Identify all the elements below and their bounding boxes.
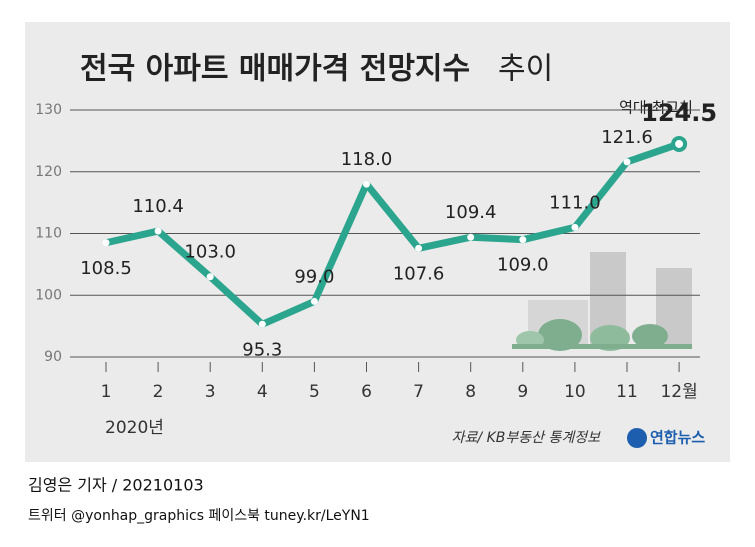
credit: 김영은 기자 / 20210103 bbox=[28, 476, 204, 495]
x-tick-label: 6 bbox=[361, 382, 372, 402]
x-tick-label: 10 bbox=[564, 382, 586, 402]
point bbox=[258, 320, 266, 328]
chart-title: 전국 아파트 매매가격 전망지수 bbox=[80, 52, 470, 87]
logo-icon bbox=[627, 428, 647, 448]
x-tick-label: 11 bbox=[616, 382, 638, 402]
chart-title-light: 추이 bbox=[498, 52, 553, 87]
value-label: 109.0 bbox=[497, 255, 549, 276]
point bbox=[519, 236, 527, 244]
x-tick-label: 9 bbox=[517, 382, 528, 402]
value-label: 109.4 bbox=[445, 202, 497, 223]
x-tick-label: 8 bbox=[465, 382, 476, 402]
point bbox=[415, 244, 423, 252]
value-label: 103.0 bbox=[184, 242, 236, 263]
value-label: 118.0 bbox=[341, 149, 393, 170]
point bbox=[154, 227, 162, 235]
point bbox=[671, 135, 688, 152]
y-tick-label: 100 bbox=[35, 287, 62, 303]
point bbox=[467, 233, 475, 241]
x-tick-label: 12월 bbox=[660, 382, 697, 402]
point bbox=[623, 158, 631, 166]
buildings bbox=[512, 252, 692, 351]
value-label: 108.5 bbox=[80, 258, 132, 279]
x-tick-label: 2 bbox=[153, 382, 164, 402]
y-tick-label: 110 bbox=[35, 226, 62, 242]
x-subtitle: 2020년 bbox=[105, 418, 164, 438]
point bbox=[310, 297, 318, 305]
value-label: 124.5 bbox=[641, 99, 717, 127]
value-label: 95.3 bbox=[242, 339, 282, 360]
x-tick-label: 1 bbox=[101, 382, 112, 402]
value-label: 107.6 bbox=[393, 263, 445, 284]
value-label: 111.0 bbox=[549, 192, 601, 213]
source: 자료/ KB부동산 통계정보 bbox=[452, 430, 601, 446]
logo: 연합뉴스 bbox=[650, 429, 705, 447]
x-tick-label: 4 bbox=[257, 382, 268, 402]
social: 트위터 @yonhap_graphics 페이스북 tuney.kr/LeYN1 bbox=[28, 508, 370, 524]
annotation: 역대 최고치 bbox=[619, 99, 693, 117]
point bbox=[206, 273, 214, 281]
panel bbox=[25, 22, 730, 462]
line bbox=[105, 140, 681, 328]
x-tick-label: 5 bbox=[309, 382, 320, 402]
y-tick-label: 90 bbox=[44, 349, 62, 365]
point bbox=[571, 223, 579, 231]
value-label: 110.4 bbox=[132, 196, 184, 217]
point bbox=[102, 239, 110, 247]
y-tick-label: 130 bbox=[35, 102, 62, 118]
point bbox=[363, 180, 370, 188]
x-tick-label: 3 bbox=[205, 382, 216, 402]
y-tick-label: 120 bbox=[35, 164, 62, 180]
x-tick-label: 7 bbox=[413, 382, 424, 402]
value-label: 99.0 bbox=[294, 266, 334, 287]
value-label: 121.6 bbox=[601, 127, 653, 148]
